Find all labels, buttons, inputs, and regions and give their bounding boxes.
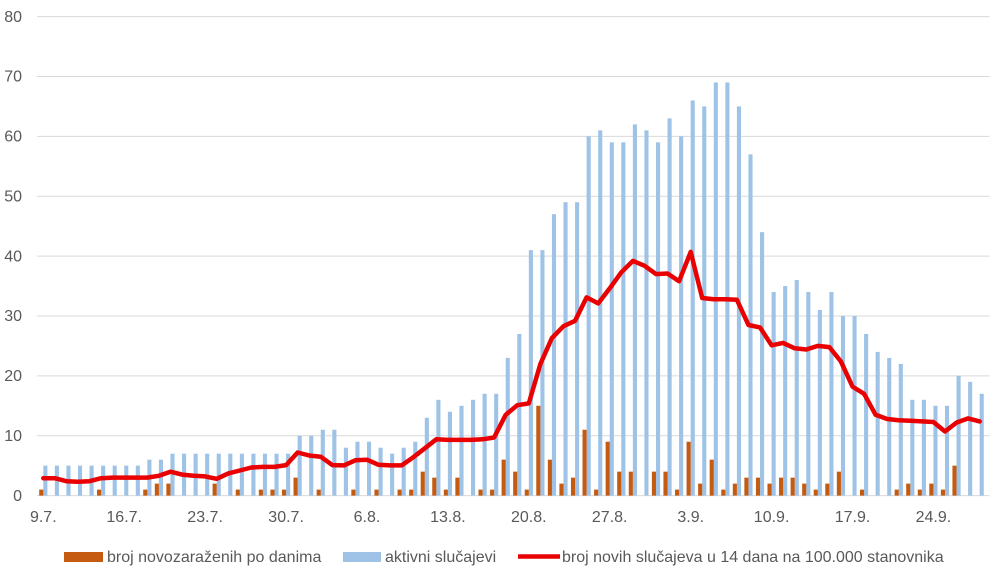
svg-text:0: 0 xyxy=(13,488,22,505)
svg-text:broj novih slučajeva u 14 dana: broj novih slučajeva u 14 dana na 100.00… xyxy=(562,549,944,566)
svg-text:10: 10 xyxy=(4,428,22,445)
svg-text:17.9.: 17.9. xyxy=(835,509,871,526)
svg-text:80: 80 xyxy=(4,9,22,26)
svg-text:24.9.: 24.9. xyxy=(916,509,952,526)
svg-text:13.8.: 13.8. xyxy=(430,509,466,526)
svg-text:6.8.: 6.8. xyxy=(354,509,381,526)
svg-text:20.8.: 20.8. xyxy=(511,509,547,526)
svg-text:70: 70 xyxy=(4,69,22,86)
svg-text:27.8.: 27.8. xyxy=(592,509,628,526)
svg-text:10.9.: 10.9. xyxy=(754,509,790,526)
svg-text:9.7.: 9.7. xyxy=(30,509,57,526)
svg-text:60: 60 xyxy=(4,129,22,146)
svg-text:aktivni slučajevi: aktivni slučajevi xyxy=(385,549,496,566)
svg-text:20: 20 xyxy=(4,368,22,385)
svg-text:16.7.: 16.7. xyxy=(106,509,142,526)
svg-text:broj novozaraženih po danima: broj novozaraženih po danima xyxy=(107,549,321,566)
svg-text:50: 50 xyxy=(4,188,22,205)
svg-text:23.7.: 23.7. xyxy=(187,509,223,526)
svg-text:3.9.: 3.9. xyxy=(677,509,704,526)
svg-text:40: 40 xyxy=(4,248,22,265)
svg-text:30.7.: 30.7. xyxy=(268,509,304,526)
svg-text:30: 30 xyxy=(4,308,22,325)
